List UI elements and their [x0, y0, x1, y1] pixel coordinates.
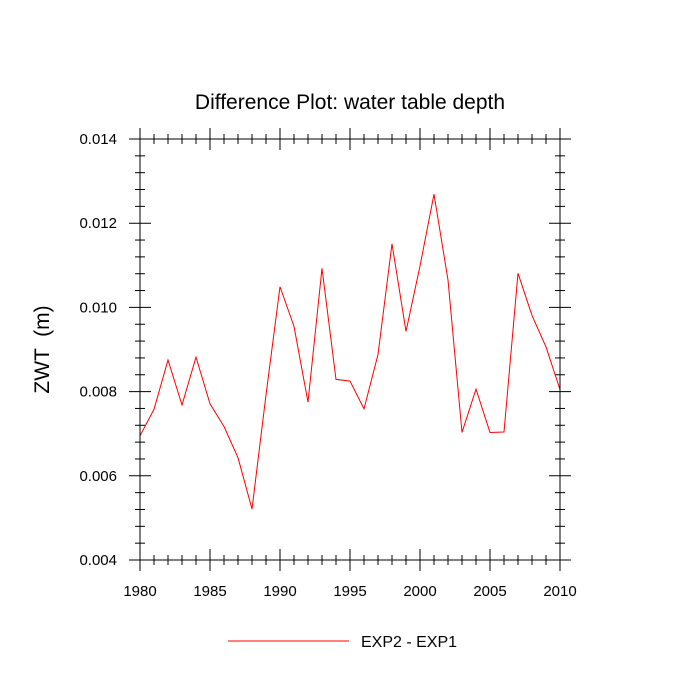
y-tick-label-0.012: 0.012	[79, 215, 117, 232]
chart-title: Difference Plot: water table depth	[195, 91, 505, 114]
x-tick-label-2000: 2000	[403, 583, 436, 600]
series-line-0	[139, 194, 561, 510]
x-tick-label-1995: 1995	[333, 583, 366, 600]
legend: EXP2 - EXP1	[228, 634, 457, 651]
legend-label: EXP2 - EXP1	[361, 634, 457, 651]
y-axis-label: ZWT (m)	[31, 305, 54, 393]
y-tick-label-0.004: 0.004	[79, 552, 117, 569]
y-tick-label-0.006: 0.006	[79, 468, 117, 485]
y-tick-label-0.008: 0.008	[79, 384, 117, 401]
x-tick-label-1985: 1985	[193, 583, 226, 600]
x-tick-label-1990: 1990	[263, 583, 296, 600]
y-tick-label-0.010: 0.010	[79, 299, 117, 316]
ticks-layer	[129, 128, 571, 571]
x-tick-label-2010: 2010	[543, 583, 576, 600]
y-axis-label-group: ZWT (m)	[31, 305, 54, 393]
x-tick-label-2005: 2005	[473, 583, 506, 600]
x-tick-label-1980: 1980	[123, 583, 156, 600]
plot-frame	[139, 138, 561, 561]
series-layer	[139, 194, 561, 510]
y-tick-label-0.014: 0.014	[79, 131, 117, 148]
tick-labels-layer: 1980 1985 1990 1995 2000 2005 2010 0.004 0.006 0.…	[79, 131, 576, 600]
